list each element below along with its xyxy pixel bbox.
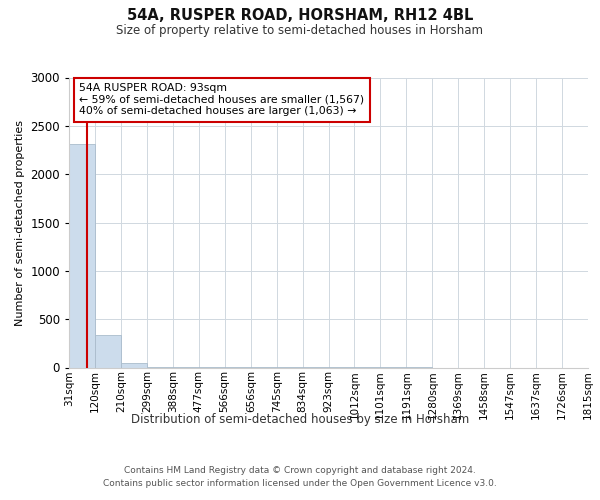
Bar	[173, 366, 199, 368]
Text: Contains public sector information licensed under the Open Government Licence v3: Contains public sector information licen…	[103, 479, 497, 488]
Text: 54A, RUSPER ROAD, HORSHAM, RH12 4BL: 54A, RUSPER ROAD, HORSHAM, RH12 4BL	[127, 8, 473, 22]
Y-axis label: Number of semi-detached properties: Number of semi-detached properties	[15, 120, 25, 326]
Text: Size of property relative to semi-detached houses in Horsham: Size of property relative to semi-detach…	[116, 24, 484, 37]
Text: Contains HM Land Registry data © Crown copyright and database right 2024.: Contains HM Land Registry data © Crown c…	[124, 466, 476, 475]
Bar	[147, 366, 173, 368]
Text: 54A RUSPER ROAD: 93sqm
← 59% of semi-detached houses are smaller (1,567)
40% of : 54A RUSPER ROAD: 93sqm ← 59% of semi-det…	[79, 84, 365, 116]
Bar	[69, 144, 95, 368]
Text: Distribution of semi-detached houses by size in Horsham: Distribution of semi-detached houses by …	[131, 412, 469, 426]
Bar	[95, 335, 121, 368]
Bar	[121, 362, 147, 368]
Bar	[199, 367, 224, 368]
